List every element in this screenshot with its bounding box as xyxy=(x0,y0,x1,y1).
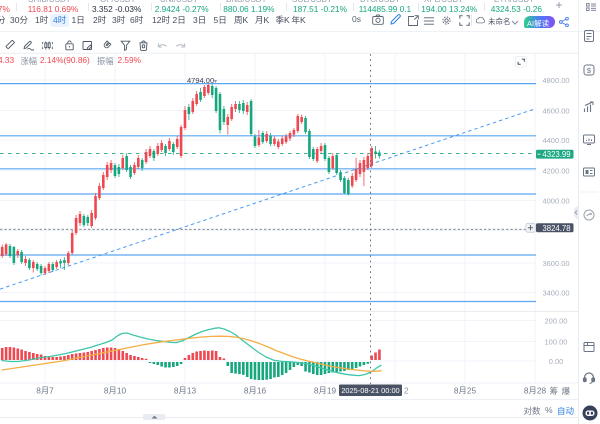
svg-text:4794.00: 4794.00 xyxy=(187,76,214,85)
svg-text:2025-08-21 00:00: 2025-08-21 00:00 xyxy=(341,386,399,395)
svg-text:4000.00: 4000.00 xyxy=(542,197,569,206)
svg-text:2: 2 xyxy=(404,386,409,396)
svg-text:8月19: 8月19 xyxy=(314,386,337,396)
svg-text:4800.00: 4800.00 xyxy=(542,76,569,85)
svg-text:8月10: 8月10 xyxy=(104,386,127,396)
svg-text:8月28: 8月28 xyxy=(524,386,547,396)
svg-text:3400.00: 3400.00 xyxy=(542,289,569,298)
svg-text:8月13: 8月13 xyxy=(174,386,197,396)
svg-text:4323.99: 4323.99 xyxy=(542,150,570,159)
svg-text:4600.00: 4600.00 xyxy=(542,107,569,116)
svg-text:0.00: 0.00 xyxy=(549,357,564,366)
svg-text:4200.00: 4200.00 xyxy=(542,167,569,176)
svg-text:8月16: 8月16 xyxy=(244,386,267,396)
svg-text:3824.78: 3824.78 xyxy=(542,224,570,233)
svg-text:3600.00: 3600.00 xyxy=(542,259,569,268)
svg-text:$: $ xyxy=(587,66,592,75)
svg-text:8月7: 8月7 xyxy=(36,386,54,396)
svg-text:8月25: 8月25 xyxy=(454,386,477,396)
svg-text:200.00: 200.00 xyxy=(545,317,568,326)
svg-text:100.00: 100.00 xyxy=(545,338,568,347)
svg-text:4400.00: 4400.00 xyxy=(542,136,569,145)
svg-text:筹爆: 筹爆 xyxy=(549,386,573,396)
svg-text:▾: ▾ xyxy=(214,79,217,85)
